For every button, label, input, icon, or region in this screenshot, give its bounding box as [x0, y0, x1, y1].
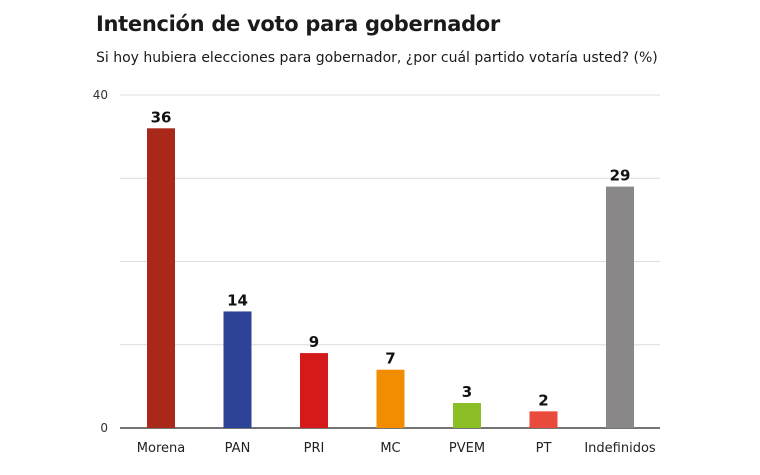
chart-title: Intención de voto para gobernador [96, 12, 500, 36]
x-tick-label: MC [380, 441, 400, 456]
data-label: 29 [610, 167, 631, 185]
x-tick-label: PVEM [449, 441, 485, 456]
bar-pri [300, 353, 328, 428]
x-tick-label: PRI [304, 441, 325, 456]
data-label: 36 [151, 108, 172, 126]
data-label: 3 [462, 383, 472, 401]
x-tick-label: Morena [137, 441, 185, 456]
data-label: 7 [385, 350, 395, 368]
y-tick-label: 0 [100, 421, 108, 435]
bar-pt [529, 411, 558, 428]
y-tick-label: 40 [93, 88, 108, 102]
data-label: 2 [538, 391, 548, 409]
bar-indefinidos [606, 186, 634, 428]
x-tick-label: Indefinidos [584, 441, 656, 456]
data-label: 14 [227, 291, 248, 309]
bar-pan [223, 311, 252, 428]
bar-mc [376, 369, 405, 428]
x-tick-label: PT [536, 441, 552, 456]
bar-morena [147, 128, 175, 429]
data-label: 9 [309, 333, 319, 351]
chart-subtitle: Si hoy hubiera elecciones para gobernado… [96, 50, 658, 66]
x-tick-label: PAN [225, 441, 251, 456]
bar-pvem [453, 403, 481, 428]
